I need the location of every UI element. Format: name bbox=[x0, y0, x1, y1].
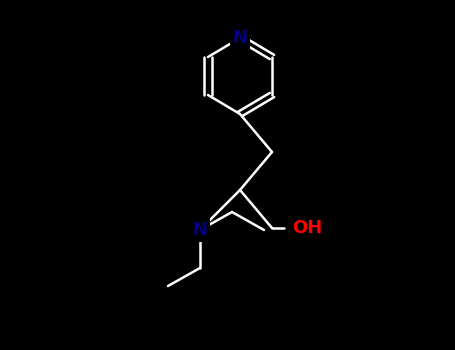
Text: OH: OH bbox=[292, 219, 322, 237]
Text: N: N bbox=[233, 29, 248, 47]
Text: N: N bbox=[192, 221, 207, 239]
